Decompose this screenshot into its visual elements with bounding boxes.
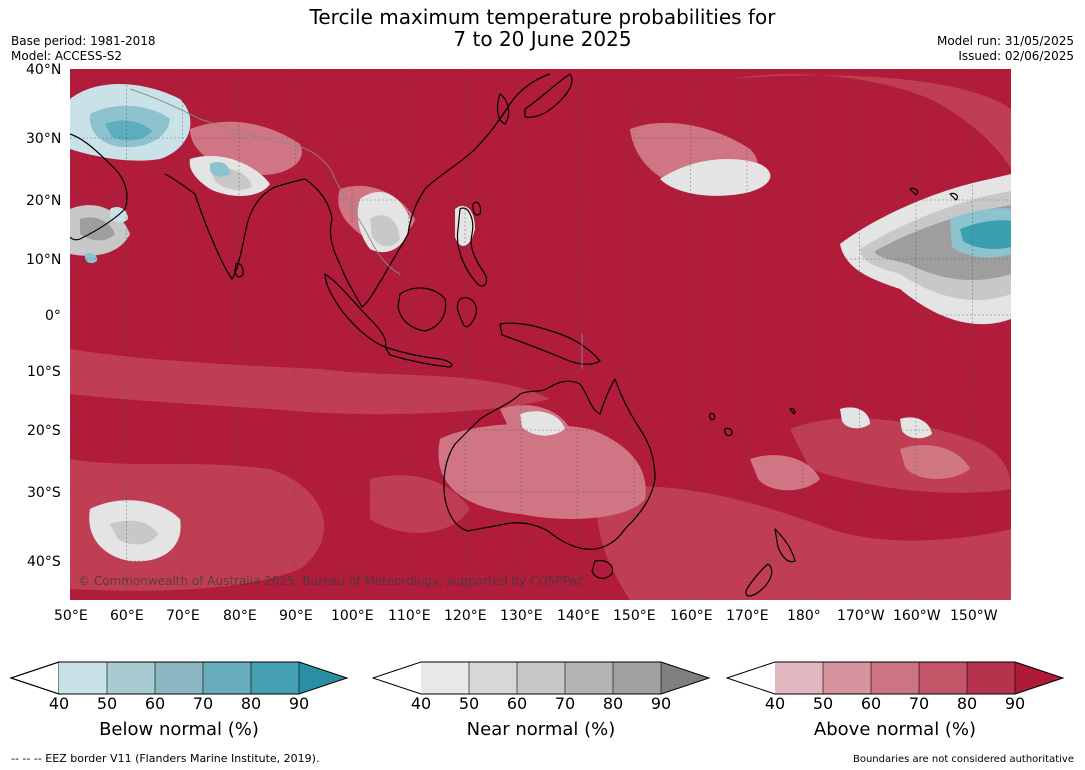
- colorbar-near-tick-60: 60: [506, 694, 528, 713]
- lon-label-130e: 130°E: [500, 608, 543, 624]
- colorbar-near-tick-80: 80: [602, 694, 624, 713]
- colorbar-above-lower-extend: [727, 662, 775, 694]
- model-run-text: Model run: 31/05/2025: [936, 34, 1074, 48]
- colorbar-near-title: Near normal (%): [466, 719, 616, 740]
- colorbar-below-swatch-4: [203, 662, 251, 694]
- probability-map: © Commonwealth of Australia 2025, Bureau…: [70, 69, 1011, 600]
- boundaries-disclaimer: Boundaries are not considered authoritat…: [852, 754, 1074, 765]
- lon-label-150w: 150°W: [950, 608, 998, 624]
- colorbar-near-tick-40: 40: [410, 694, 432, 713]
- above-normal-medium-patches: [70, 74, 1011, 600]
- colorbar-below-lower-extend: [10, 661, 60, 695]
- below-normal-patches: [70, 84, 1011, 264]
- colorbar-above-swatch-5: [967, 662, 1015, 694]
- lon-label-90e: 90°E: [279, 608, 313, 624]
- colorbar-above-swatch-1: [775, 662, 823, 694]
- lat-label-30s: 30°S: [27, 485, 61, 501]
- lon-label-150e: 150°E: [613, 608, 656, 624]
- colorbar-above-tick-40: 40: [764, 694, 786, 713]
- colorbar-near-upper-extend: [661, 662, 709, 694]
- lat-label-10n: 10°N: [26, 252, 62, 268]
- lon-label-180: 180°: [787, 608, 821, 624]
- colorbar-below-tick-70: 70: [192, 694, 214, 713]
- lon-label-160e: 160°E: [670, 608, 713, 624]
- lat-label-40s: 40°S: [27, 554, 61, 570]
- colorbar-near-swatch-3: [517, 662, 565, 694]
- lon-label-60e: 60°E: [110, 608, 144, 624]
- colorbar-below-normal: [10, 661, 349, 695]
- colorbar-below-tick-40: 40: [48, 694, 70, 713]
- lat-label-40n: 40°N: [26, 62, 62, 78]
- lon-label-50e: 50°E: [54, 608, 88, 624]
- colorbar-below-tick-50: 50: [96, 694, 118, 713]
- map-copyright: © Commonwealth of Australia 2025, Bureau…: [78, 574, 583, 588]
- colorbar-above-swatch-4: [919, 662, 967, 694]
- colorbar-near-tick-90: 90: [650, 694, 672, 713]
- lat-label-10s: 10°S: [27, 364, 61, 380]
- model-text: Model: ACCESS-S2: [11, 49, 123, 63]
- colorbar-below-swatch-3: [155, 662, 203, 694]
- colorbar-near-tick-50: 50: [458, 694, 480, 713]
- lon-label-120e: 120°E: [444, 608, 487, 624]
- colorbar-below-title: Below normal (%): [99, 719, 259, 740]
- lon-label-170w: 170°W: [837, 608, 885, 624]
- colorbar-above-tick-50: 50: [812, 694, 834, 713]
- colorbar-below-upper-extend: [299, 662, 347, 694]
- lon-label-170e: 170°E: [726, 608, 769, 624]
- issued-text: Issued: 02/06/2025: [958, 49, 1074, 63]
- colorbar-near-swatch-1: [421, 662, 469, 694]
- map-title-line1: Tercile maximum temperature probabilitie…: [309, 5, 776, 29]
- colorbar-below-tick-80: 80: [240, 694, 262, 713]
- colorbar-below-tick-90: 90: [288, 694, 310, 713]
- lat-label-20s: 20°S: [27, 423, 61, 439]
- colorbar-below-swatch-2: [107, 662, 155, 694]
- colorbar-above-normal: [726, 661, 1065, 695]
- colorbar-above-upper-extend: [1015, 662, 1063, 694]
- eez-border-note: -- -- -- EEZ border V11 (Flanders Marine…: [11, 752, 320, 765]
- lon-label-80e: 80°E: [223, 608, 257, 624]
- colorbar-near-tick-70: 70: [554, 694, 576, 713]
- lon-label-70e: 70°E: [166, 608, 200, 624]
- lat-label-30n: 30°N: [26, 131, 62, 147]
- map-gridlines: [70, 69, 1011, 600]
- colorbar-above-title: Above normal (%): [813, 719, 977, 740]
- lat-label-20n: 20°N: [26, 193, 62, 209]
- colorbar-above-tick-90: 90: [1004, 694, 1026, 713]
- base-period-text: Base period: 1981-2018: [11, 34, 156, 48]
- country-borders: [129, 88, 583, 369]
- colorbar-below-swatch-5: [251, 662, 299, 694]
- colorbar-above-tick-80: 80: [956, 694, 978, 713]
- colorbar-below-swatch-1: [59, 662, 107, 694]
- colorbar-above-swatch-3: [871, 662, 919, 694]
- coastlines: [70, 73, 959, 597]
- colorbar-below-tick-60: 60: [144, 694, 166, 713]
- lon-label-110e: 110°E: [388, 608, 431, 624]
- colorbar-above-tick-60: 60: [860, 694, 882, 713]
- colorbar-near-lower-extend: [373, 662, 421, 694]
- colorbar-above-tick-70: 70: [908, 694, 930, 713]
- colorbar-near-swatch-4: [565, 662, 613, 694]
- colorbar-above-swatch-2: [823, 662, 871, 694]
- lon-label-160w: 160°W: [893, 608, 941, 624]
- lon-label-140e: 140°E: [557, 608, 600, 624]
- colorbar-near-normal: [372, 661, 711, 695]
- map-title-line2: 7 to 20 June 2025: [453, 27, 632, 51]
- near-normal-patches: [70, 155, 1011, 562]
- colorbar-near-swatch-2: [469, 662, 517, 694]
- lon-label-100e: 100°E: [331, 608, 374, 624]
- lat-label-0: 0°: [45, 308, 61, 324]
- colorbar-near-swatch-5: [613, 662, 661, 694]
